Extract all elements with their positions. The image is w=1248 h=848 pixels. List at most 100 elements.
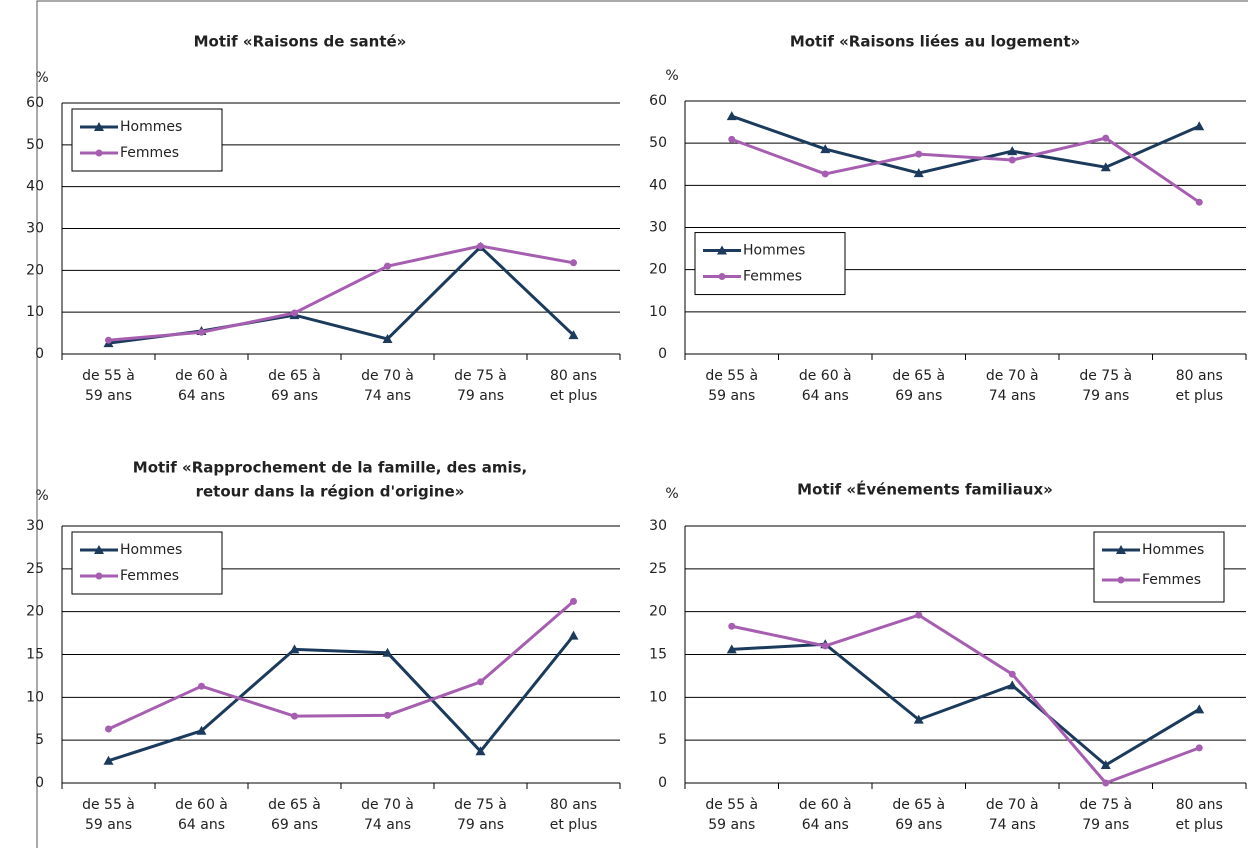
y-axis-label: % [665, 68, 678, 84]
marker [1007, 680, 1018, 690]
legend-box [71, 108, 223, 172]
marker [820, 144, 831, 154]
x-tick-label: 79 ans [457, 817, 504, 833]
marker [728, 135, 736, 143]
marker [913, 714, 924, 724]
marker [570, 259, 577, 267]
x-tick-label: 59 ans [85, 388, 132, 404]
marker [477, 678, 484, 686]
marker [1102, 779, 1110, 787]
x-tick-label: 64 ans [802, 388, 849, 404]
x-tick-label: de 65 à [268, 368, 321, 384]
chart-title: Motif «Raisons de santé» [194, 33, 407, 51]
x-tick-label: 69 ans [271, 817, 318, 833]
x-tick-label: 74 ans [364, 817, 411, 833]
y-tick-label: 20 [649, 262, 667, 278]
y-tick-label: 50 [26, 137, 44, 153]
x-tick-label: de 70 à [986, 797, 1039, 813]
x-tick-label: et plus [1176, 817, 1224, 833]
legend-label: Femmes [743, 269, 802, 285]
marker [1008, 670, 1016, 678]
marker [1195, 198, 1203, 206]
marker [1007, 146, 1018, 156]
marker [726, 111, 737, 121]
x-tick-label: et plus [550, 388, 598, 404]
line [731, 114, 1200, 175]
x-tick-label: de 55 à [82, 797, 135, 813]
y-tick-label: 20 [26, 604, 44, 620]
legend-box [1093, 531, 1225, 603]
y-tick-label: 30 [26, 221, 44, 237]
marker [95, 149, 103, 157]
frame [36, 0, 1248, 848]
marker [196, 725, 207, 735]
legend-label: Femmes [1142, 572, 1201, 588]
x-tick-label: 64 ans [802, 817, 849, 833]
y-tick-label: 10 [26, 304, 44, 320]
x-tick-label: de 70 à [361, 368, 414, 384]
marker [384, 711, 391, 719]
marker [105, 725, 112, 733]
line [731, 642, 1201, 767]
x-tick-label: de 70 à [361, 797, 414, 813]
marker [94, 545, 104, 554]
x-tick-label: de 75 à [1079, 368, 1132, 384]
x-tick-label: de 70 à [986, 368, 1039, 384]
marker [95, 572, 103, 580]
marker [94, 122, 104, 131]
x-tick-label: de 55 à [705, 368, 758, 384]
x-tick-label: 80 ans [1176, 797, 1223, 813]
chart-title: Motif «Raisons liées au logement» [790, 33, 1080, 51]
y-tick-label: 15 [26, 647, 44, 663]
x-tick-label: de 65 à [892, 797, 945, 813]
marker [717, 245, 727, 255]
marker [913, 168, 924, 178]
x-tick-label: de 65 à [268, 797, 321, 813]
y-tick-label: 30 [649, 220, 667, 236]
marker [568, 330, 579, 340]
y-tick-label: 5 [658, 732, 667, 748]
marker [1100, 162, 1111, 172]
y-axis-label: % [665, 486, 678, 502]
chart-title: Motif «Événements familiaux» [797, 480, 1053, 499]
x-tick-label: de 75 à [454, 797, 507, 813]
y-tick-label: 10 [26, 689, 44, 705]
y-tick-label: 0 [35, 346, 44, 362]
y-tick-label: 10 [649, 689, 667, 705]
y-tick-label: 30 [649, 518, 667, 534]
x-tick-label: 59 ans [708, 388, 755, 404]
marker [291, 712, 298, 720]
marker [382, 333, 393, 343]
x-tick-label: de 55 à [705, 797, 758, 813]
y-tick-label: 0 [658, 775, 667, 791]
marker [1100, 760, 1111, 770]
marker [382, 647, 393, 657]
y-tick-label: 60 [26, 95, 44, 111]
legend-label: Hommes [120, 119, 182, 135]
x-tick-label: 74 ans [364, 388, 411, 404]
y-tick-label: 0 [658, 346, 667, 362]
line [731, 613, 1200, 785]
x-tick-label: et plus [550, 817, 598, 833]
chart-title: retour dans la région d'origine» [196, 483, 465, 501]
marker [726, 644, 737, 654]
marker [198, 682, 205, 690]
y-tick-label: 10 [649, 304, 667, 320]
x-tick-label: de 60 à [175, 797, 228, 813]
y-tick-label: 25 [26, 561, 44, 577]
legend-box [71, 531, 223, 595]
x-tick-label: 74 ans [989, 817, 1036, 833]
marker [1117, 576, 1125, 584]
marker [568, 630, 579, 640]
marker [1194, 121, 1205, 131]
x-tick-label: de 55 à [82, 368, 135, 384]
legend-box [694, 232, 846, 296]
marker [1102, 134, 1110, 142]
x-tick-label: 59 ans [85, 817, 132, 833]
marker [1008, 156, 1016, 164]
marker [289, 644, 300, 654]
x-tick-label: 80 ans [550, 797, 597, 813]
legend-label: Hommes [120, 542, 182, 558]
marker [821, 642, 829, 650]
x-tick-label: de 60 à [799, 797, 852, 813]
